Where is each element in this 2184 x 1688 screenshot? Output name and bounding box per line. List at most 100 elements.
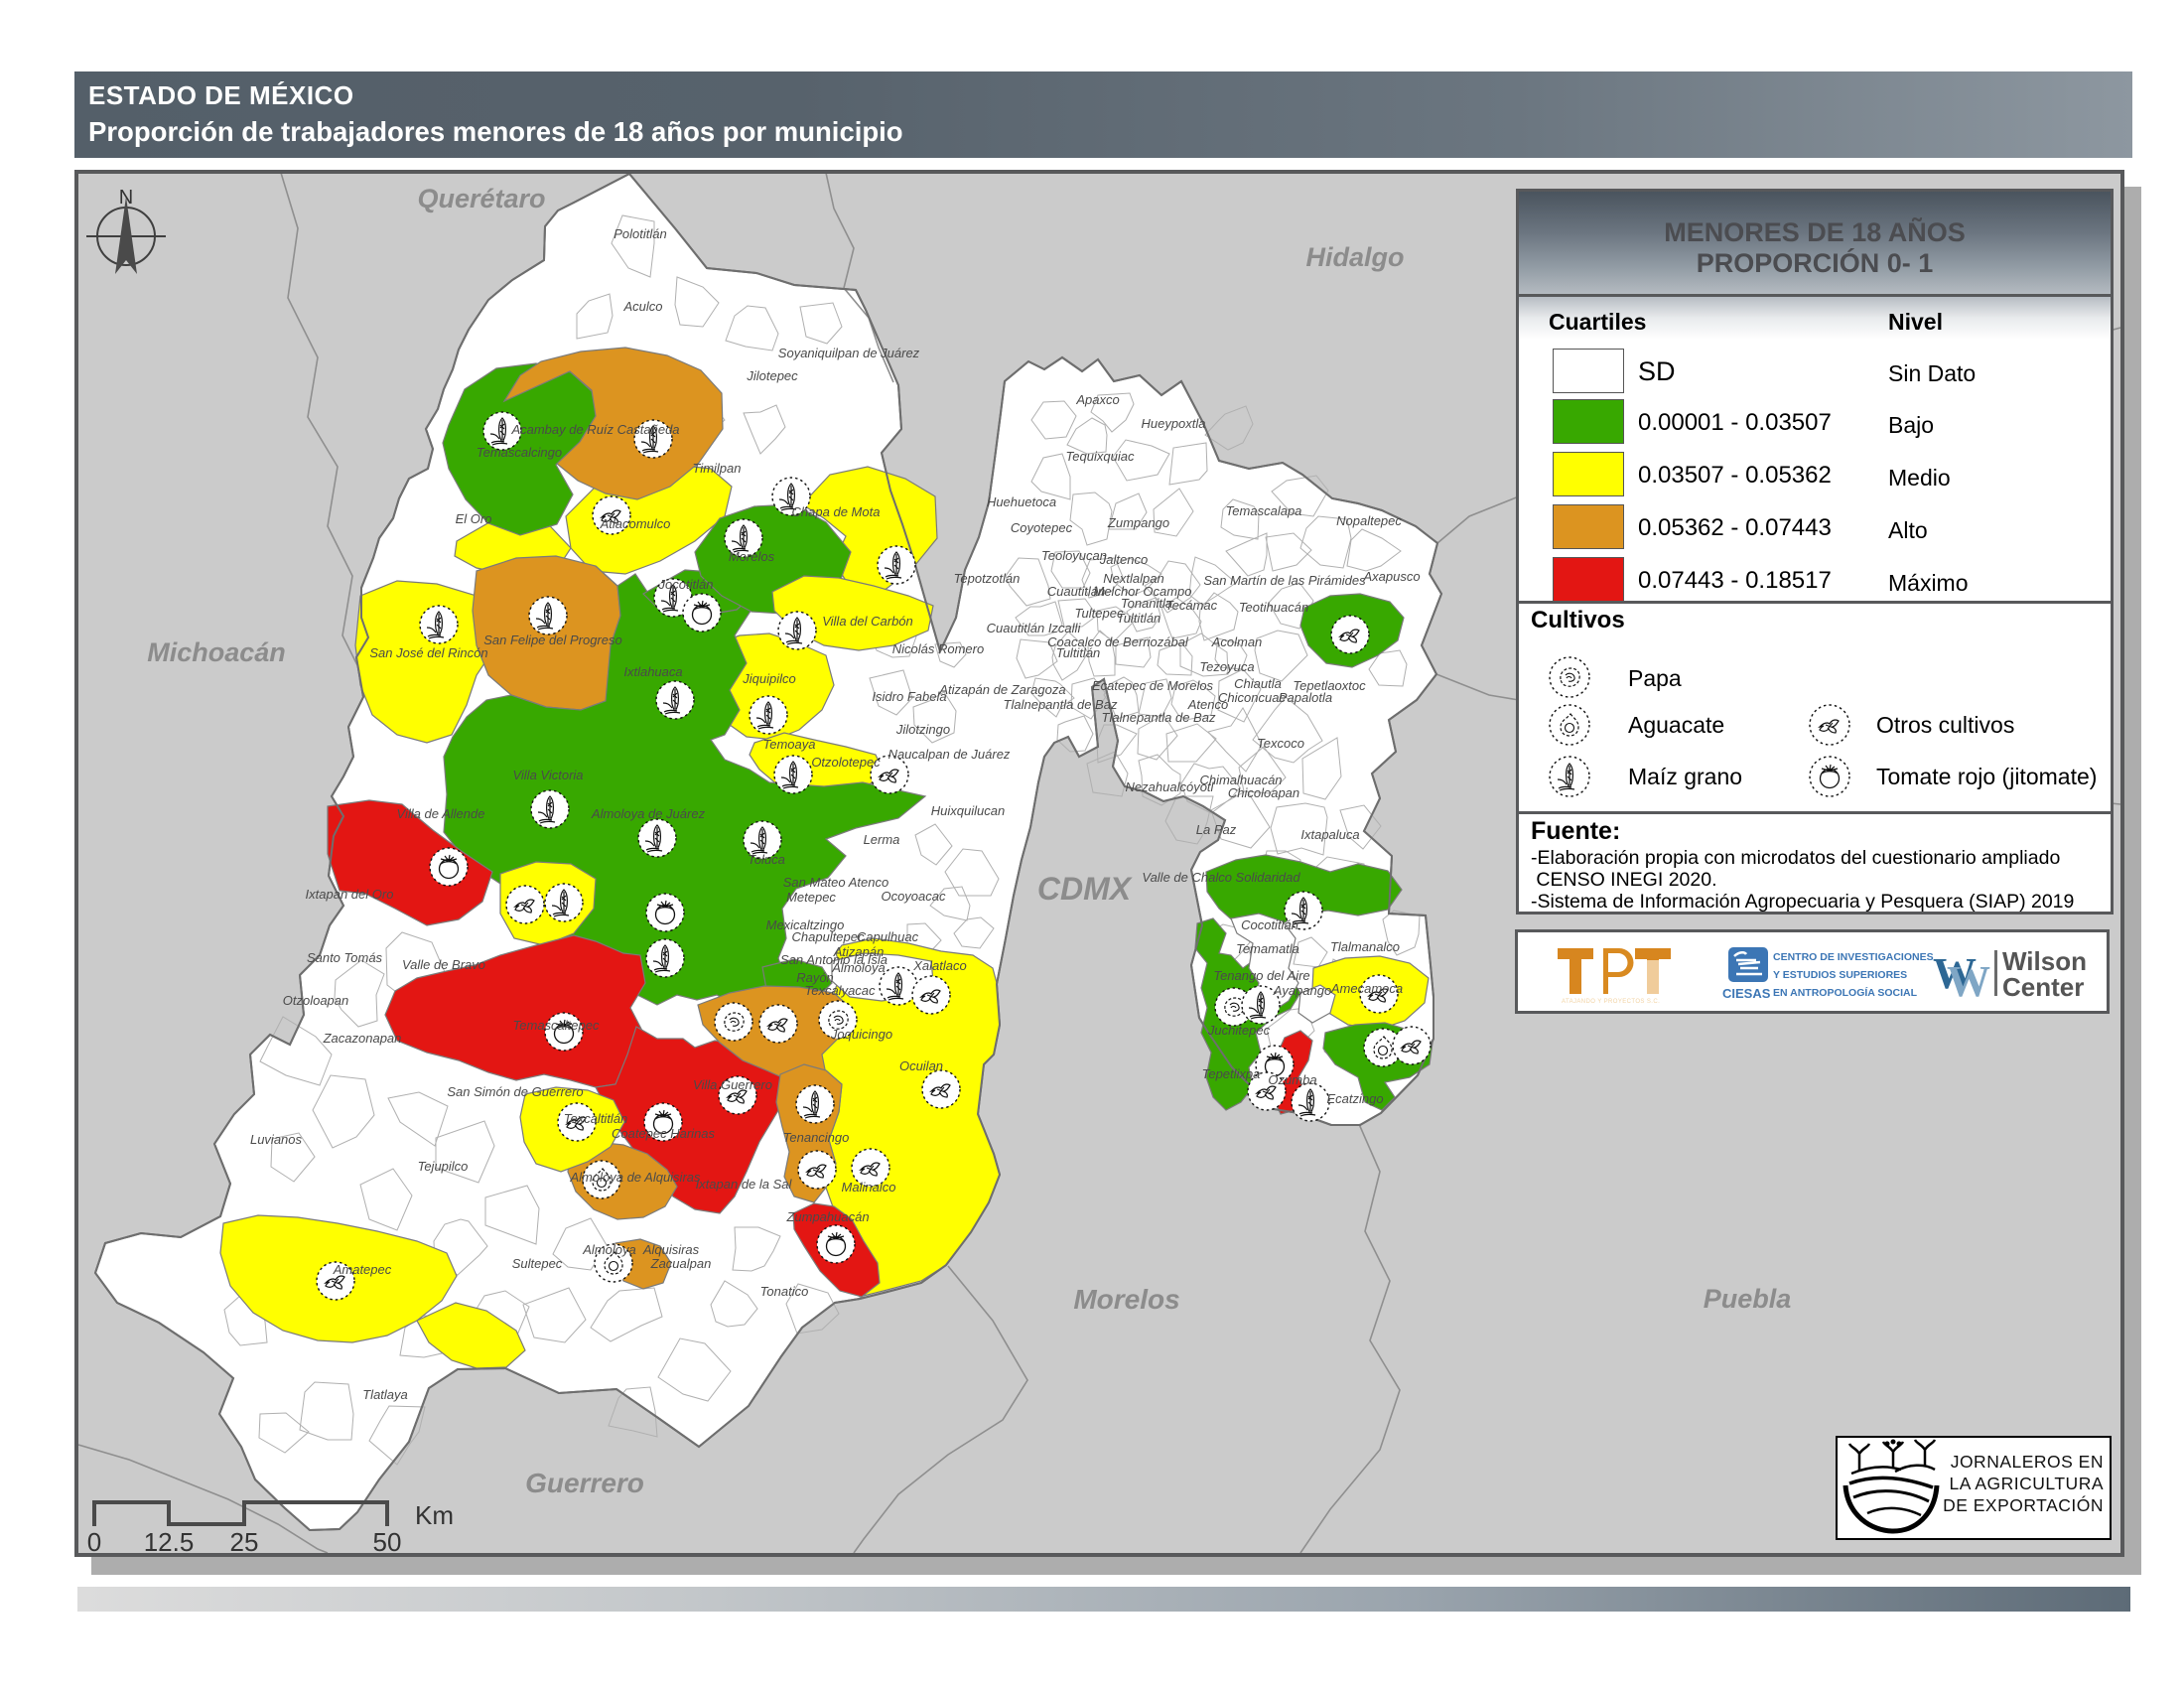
svg-text:CDMX: CDMX: [1037, 871, 1133, 907]
svg-text:Wilson: Wilson: [2002, 946, 2087, 976]
svg-text:Nextlalpan: Nextlalpan: [1103, 571, 1163, 586]
svg-text:Ozumba: Ozumba: [1268, 1072, 1316, 1087]
svg-text:San Martín de las Pirámides: San Martín de las Pirámides: [1203, 573, 1366, 588]
svg-text:Toluca: Toluca: [748, 852, 785, 867]
svg-text:Villa Victoria: Villa Victoria: [512, 768, 583, 782]
svg-text:Querétaro: Querétaro: [417, 184, 545, 213]
svg-text:50: 50: [373, 1527, 402, 1557]
svg-text:Tlalnepantla de Baz: Tlalnepantla de Baz: [1102, 710, 1216, 725]
svg-text:Tlalmanalco: Tlalmanalco: [1330, 939, 1400, 954]
svg-text:Tenango del Aire: Tenango del Aire: [1213, 968, 1309, 983]
svg-text:Tequixquiac: Tequixquiac: [1066, 449, 1135, 464]
svg-text:Tonatico: Tonatico: [760, 1284, 809, 1299]
svg-text:CENTRO DE INVESTIGACIONES: CENTRO DE INVESTIGACIONES: [1773, 951, 1934, 963]
svg-text:ATAJANDO Y PROYECTOS S.C.: ATAJANDO Y PROYECTOS S.C.: [1562, 999, 1660, 1005]
svg-text:Almoloya: Almoloya: [582, 1242, 635, 1257]
svg-text:Nezahualcóyotl: Nezahualcóyotl: [1126, 779, 1215, 794]
svg-text:Luvianos: Luvianos: [250, 1132, 303, 1147]
svg-text:Temascaltepec: Temascaltepec: [513, 1018, 600, 1033]
svg-text:Jaltenco: Jaltenco: [1099, 552, 1148, 567]
svg-text:Juchitepec: Juchitepec: [1207, 1023, 1271, 1038]
svg-text:Chimalhuacán: Chimalhuacán: [1199, 773, 1282, 787]
svg-text:EN ANTROPOLOGÍA SOCIAL: EN ANTROPOLOGÍA SOCIAL: [1773, 986, 1918, 999]
svg-text:N: N: [119, 187, 133, 209]
svg-text:Cocotitlán: Cocotitlán: [1241, 917, 1298, 932]
svg-text:Jiquipilco: Jiquipilco: [742, 671, 795, 686]
svg-text:Tlalnepantla de Baz: Tlalnepantla de Baz: [1004, 697, 1118, 712]
svg-text:Chicoloapan: Chicoloapan: [1228, 785, 1299, 800]
svg-text:Tenancingo: Tenancingo: [783, 1130, 850, 1145]
svg-text:Zacualpan: Zacualpan: [650, 1256, 712, 1271]
svg-text:Apaxco: Apaxco: [1075, 392, 1119, 407]
svg-text:Tonanitla: Tonanitla: [1121, 596, 1172, 611]
svg-text:Tejupilco: Tejupilco: [418, 1159, 469, 1174]
svg-text:Zumpango: Zumpango: [1107, 515, 1169, 530]
svg-text:Rayón: Rayón: [796, 970, 834, 985]
svg-text:San Mateo Atenco: San Mateo Atenco: [783, 875, 888, 890]
svg-text:W: W: [1947, 957, 1990, 1006]
svg-text:San José del Rincón: San José del Rincón: [369, 645, 487, 660]
svg-text:Chiconcuac: Chiconcuac: [1218, 690, 1286, 705]
svg-text:Temascalapa: Temascalapa: [1226, 503, 1302, 518]
svg-text:Papalotla: Papalotla: [1279, 690, 1332, 705]
svg-text:Tepetlaoxtoc: Tepetlaoxtoc: [1293, 678, 1366, 693]
svg-text:Michoacán: Michoacán: [147, 637, 286, 667]
svg-text:Center: Center: [2002, 972, 2084, 1002]
svg-text:El Oro: El Oro: [456, 511, 492, 526]
svg-text:Joquicingo: Joquicingo: [830, 1027, 892, 1042]
svg-text:Tezoyuca: Tezoyuca: [1199, 659, 1254, 674]
svg-text:Teoloyucan: Teoloyucan: [1041, 548, 1107, 563]
svg-text:Almoloya de Alquisiras: Almoloya de Alquisiras: [569, 1170, 701, 1185]
svg-text:Cuautitlán Izcalli: Cuautitlán Izcalli: [987, 621, 1082, 635]
svg-text:Almoloya de Juárez: Almoloya de Juárez: [591, 806, 706, 821]
svg-text:Nopaltepec: Nopaltepec: [1336, 513, 1402, 528]
svg-text:W: W: [1933, 949, 1977, 998]
svg-text:12.5: 12.5: [144, 1527, 195, 1557]
svg-text:Isidro Fabela: Isidro Fabela: [872, 689, 946, 704]
svg-text:Coyotepec: Coyotepec: [1011, 520, 1073, 535]
svg-text:Ixtapan del Oro: Ixtapan del Oro: [306, 887, 394, 902]
svg-text:Santo Tomás: Santo Tomás: [307, 950, 383, 965]
svg-text:Temascalcingo: Temascalcingo: [477, 445, 562, 460]
svg-text:Atlacomulco: Atlacomulco: [600, 516, 671, 531]
svg-text:Tepotzotlán: Tepotzotlán: [954, 571, 1021, 586]
svg-text:Villa de Allende: Villa de Allende: [397, 806, 485, 821]
svg-text:Tultepec: Tultepec: [1075, 606, 1124, 621]
svg-text:Acambay de Ruíz Castañeda: Acambay de Ruíz Castañeda: [510, 422, 679, 437]
svg-text:Y ESTUDIOS SUPERIORES: Y ESTUDIOS SUPERIORES: [1773, 969, 1907, 981]
svg-text:Cuautitlán: Cuautitlán: [1047, 584, 1106, 599]
svg-text:Atenco: Atenco: [1187, 697, 1228, 712]
svg-text:Amatepec: Amatepec: [333, 1262, 392, 1277]
svg-text:Hidalgo: Hidalgo: [1306, 242, 1405, 272]
svg-text:Malinalco: Malinalco: [842, 1180, 896, 1195]
svg-text:Jilotepec: Jilotepec: [746, 368, 798, 383]
svg-text:Atizapán de Zaragoza: Atizapán de Zaragoza: [938, 682, 1065, 697]
svg-text:Mexicaltzingo: Mexicaltzingo: [766, 917, 845, 932]
svg-text:Coacalco de Berriozábal: Coacalco de Berriozábal: [1047, 634, 1189, 649]
svg-text:Melchor Ocampo: Melchor Ocampo: [1094, 584, 1192, 599]
svg-text:Naucalpan de Juárez: Naucalpan de Juárez: [888, 747, 1011, 762]
svg-text:San Felipe del Progreso: San Felipe del Progreso: [483, 633, 621, 647]
svg-text:0: 0: [87, 1527, 101, 1557]
svg-text:Valle de Chalco Solidaridad: Valle de Chalco Solidaridad: [1142, 870, 1300, 885]
svg-text:Polotitlán: Polotitlán: [614, 226, 666, 241]
svg-text:Capulhuac: Capulhuac: [857, 929, 919, 944]
svg-text:Ixtapan de la Sal: Ixtapan de la Sal: [696, 1177, 793, 1192]
svg-text:Tepetlixpa: Tepetlixpa: [1202, 1066, 1261, 1081]
svg-text:Zumpahuacán: Zumpahuacán: [785, 1209, 869, 1224]
svg-text:Tecámac: Tecámac: [1165, 598, 1218, 613]
svg-text:JORNALEROS EN: JORNALEROS EN: [1951, 1452, 2104, 1472]
svg-text:Coatepec Harinas: Coatepec Harinas: [612, 1126, 716, 1141]
svg-text:Ecatzingo: Ecatzingo: [1326, 1091, 1383, 1106]
svg-text:Chapa de Mota: Chapa de Mota: [792, 504, 881, 519]
svg-text:Tlatlaya: Tlatlaya: [362, 1387, 408, 1402]
svg-text:Km: Km: [415, 1500, 454, 1530]
svg-text:Sultepec: Sultepec: [512, 1256, 563, 1271]
svg-text:Villa del Carbón: Villa del Carbón: [822, 614, 913, 629]
svg-text:Almoloya: Almoloya: [831, 960, 885, 975]
svg-text:Temoaya: Temoaya: [763, 737, 816, 752]
svg-text:Axapusco: Axapusco: [1362, 569, 1420, 584]
svg-text:Temamatla: Temamatla: [1236, 941, 1299, 956]
svg-text:Ocuilan: Ocuilan: [899, 1058, 943, 1073]
svg-text:Metepec: Metepec: [786, 890, 836, 905]
